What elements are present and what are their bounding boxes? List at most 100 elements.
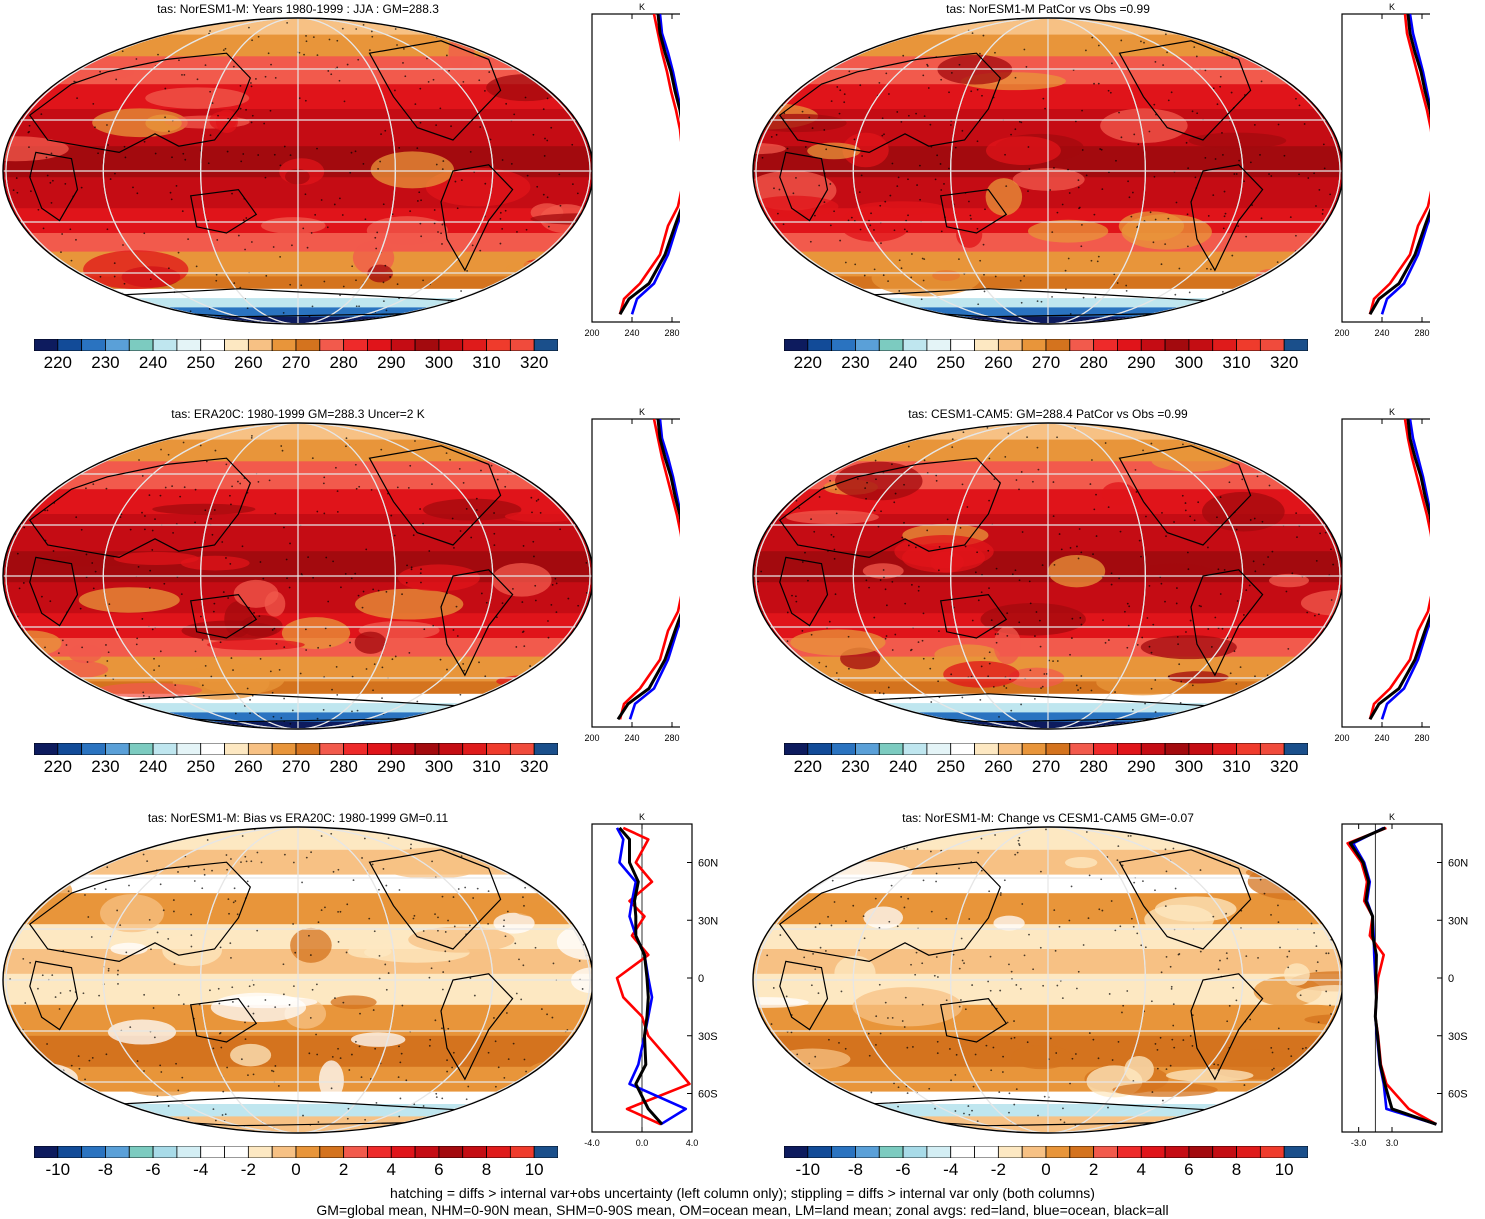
stipple-dot (953, 954, 955, 956)
lat-tick-label: 30N (698, 915, 718, 927)
stipple-dot (1253, 560, 1255, 562)
zonal-frame (1342, 824, 1442, 1132)
stipple-dot (251, 435, 253, 437)
stipple-dot (987, 981, 989, 983)
stipple-dot (136, 192, 138, 194)
field-blob (59, 64, 134, 81)
stipple-dot (518, 958, 520, 960)
stipple-dot (337, 911, 339, 913)
stipple-dot (440, 659, 442, 661)
stipple-dot (866, 482, 868, 484)
stipple-dot (856, 828, 858, 830)
stipple-dot (970, 218, 972, 220)
colorbar-tick-label: 230 (91, 353, 119, 373)
stipple-dot (516, 305, 518, 307)
stipple-dot (771, 1023, 773, 1025)
stipple-dot (219, 425, 221, 427)
stipple-dot (73, 81, 75, 83)
stipple-dot (1297, 1113, 1299, 1115)
field-blob (956, 221, 982, 248)
stipple-dot (1026, 436, 1028, 438)
stipple-dot (55, 41, 57, 43)
stipple-dot (1098, 908, 1100, 910)
stipple-dot (1, 550, 3, 552)
stipple-dot (253, 612, 255, 614)
stipple-dot (257, 154, 259, 156)
stipple-dot (910, 276, 912, 278)
stipple-dot (1034, 635, 1036, 637)
stipple-dot (1153, 104, 1155, 106)
stipple-dot (72, 1125, 74, 1127)
stipple-dot (340, 911, 342, 913)
stipple-dot (562, 881, 564, 883)
stipple-dot (225, 48, 227, 50)
stipple-dot (66, 1101, 68, 1103)
stipple-dot (1091, 459, 1093, 461)
stipple-dot (537, 1106, 539, 1108)
stipple-dot (1321, 438, 1323, 440)
stipple-dot (312, 577, 314, 579)
stipple-dot (291, 244, 293, 246)
stipple-dot (289, 284, 291, 286)
stipple-dot (44, 467, 46, 469)
stipple-dot (1083, 297, 1085, 299)
stipple-dot (1257, 957, 1259, 959)
stipple-dot (1166, 1068, 1168, 1070)
stipple-dot (514, 943, 516, 945)
zonal-unit-label: K (639, 407, 645, 417)
stipple-dot (981, 591, 983, 593)
stipple-dot (859, 698, 861, 700)
stipple-dot (55, 887, 57, 889)
stipple-dot (831, 100, 833, 102)
colorbar-swatch (1141, 1146, 1165, 1158)
stipple-dot (108, 651, 110, 653)
stipple-dot (500, 56, 502, 58)
stipple-dot (33, 309, 35, 311)
stipple-dot (977, 852, 979, 854)
stipple-dot (818, 185, 820, 187)
stipple-dot (48, 267, 50, 269)
stipple-dot (1121, 1012, 1123, 1014)
stipple-dot (1288, 461, 1290, 463)
x-tick-label: 3.0 (1386, 1138, 1399, 1148)
colorbar-tick-label: 300 (425, 353, 453, 373)
stipple-dot (1284, 155, 1286, 157)
stipple-dot (339, 80, 341, 82)
stipple-dot (22, 958, 24, 960)
stipple-dot (426, 58, 428, 60)
stipple-dot (383, 868, 385, 870)
stipple-dot (1257, 476, 1259, 478)
stipple-dot (334, 204, 336, 206)
stipple-dot (1204, 306, 1206, 308)
stipple-dot (1318, 613, 1320, 615)
stipple-dot (760, 571, 762, 573)
stipple-dot (102, 438, 104, 440)
stipple-dot (503, 919, 505, 921)
stipple-dot (536, 186, 538, 188)
stipple-dot (307, 247, 309, 249)
stipple-dot (323, 476, 325, 478)
stipple-dot (68, 321, 70, 323)
stipple-dot (911, 649, 913, 651)
stipple-dot (273, 246, 275, 248)
stipple-dot (1314, 1050, 1316, 1052)
colorbar-tick-label: 10 (1275, 1160, 1294, 1180)
stipple-dot (1120, 531, 1122, 533)
stipple-dot (289, 723, 291, 725)
stipple-dot (916, 22, 918, 24)
stipple-dot (1069, 192, 1071, 194)
stipple-dot (493, 846, 495, 848)
field-blob (355, 632, 387, 654)
stipple-dot (1024, 955, 1026, 957)
stipple-dot (1243, 180, 1245, 182)
stipple-dot (1093, 508, 1095, 510)
colorbar-swatch (296, 1146, 320, 1158)
stipple-dot (529, 665, 531, 667)
stipple-dot (29, 125, 31, 127)
stipple-dot (1006, 612, 1008, 614)
stipple-dot (1162, 1100, 1164, 1102)
colorbar-swatch (1022, 339, 1046, 351)
stipple-dot (543, 194, 545, 196)
stipple-dot (34, 892, 36, 894)
stipple-dot (1280, 698, 1282, 700)
